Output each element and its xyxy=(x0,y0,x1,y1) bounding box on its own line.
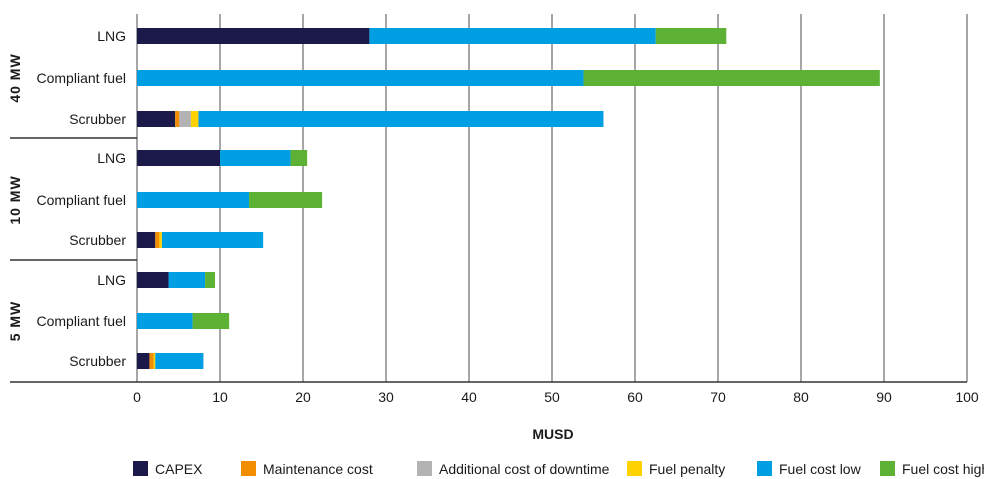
bar-segment xyxy=(137,111,176,127)
bar-segment xyxy=(369,28,656,44)
x-tick-label: 50 xyxy=(544,389,560,405)
x-tick-label: 60 xyxy=(627,389,643,405)
bar-segment xyxy=(192,313,230,329)
legend-swatch xyxy=(627,461,642,476)
bar-segment xyxy=(137,192,250,208)
bar-segment xyxy=(290,150,308,166)
category-labels: LNG Compliant fuel Scrubber LNG Compliant fu… xyxy=(37,28,127,369)
x-tick-label: 30 xyxy=(378,389,394,405)
group-label: 40 MW xyxy=(7,53,23,102)
group-label: 5 MW xyxy=(7,301,23,342)
legend-item: Additional cost of downtime xyxy=(417,461,610,477)
legend-swatch xyxy=(417,461,432,476)
group-dividers xyxy=(10,137,967,383)
x-tick-label: 20 xyxy=(295,389,311,405)
legend-label: Fuel cost low xyxy=(779,461,862,477)
legend-swatch xyxy=(133,461,148,476)
legend-swatch xyxy=(757,461,772,476)
bar-segment xyxy=(137,313,193,329)
x-tick-label: 10 xyxy=(212,389,228,405)
bar-segment xyxy=(153,353,156,369)
x-tick-label: 90 xyxy=(876,389,892,405)
bar-segment xyxy=(155,353,204,369)
legend-item: CAPEX xyxy=(133,461,203,477)
bar-segment xyxy=(249,192,323,208)
bar-segment xyxy=(149,353,154,369)
category-label: Scrubber xyxy=(69,353,126,369)
group-labels: 40 MW 10 MW 5 MW xyxy=(7,53,23,341)
x-tick-label: 80 xyxy=(793,389,809,405)
legend-item: Fuel cost high xyxy=(880,461,984,477)
bar-segment xyxy=(205,272,216,288)
bar-segment xyxy=(220,150,291,166)
category-label: Compliant fuel xyxy=(37,313,127,329)
bar-segment xyxy=(155,232,160,248)
legend-label: Maintenance cost xyxy=(263,461,373,477)
bar-segment xyxy=(583,70,880,86)
category-label: LNG xyxy=(97,150,126,166)
category-label: Compliant fuel xyxy=(37,70,127,86)
legend-label: CAPEX xyxy=(155,461,203,477)
bar-segment xyxy=(137,272,169,288)
x-tick-label: 70 xyxy=(710,389,726,405)
bar-segment xyxy=(137,353,150,369)
bar-segment xyxy=(198,111,604,127)
category-label: Scrubber xyxy=(69,232,126,248)
legend-label: Fuel penalty xyxy=(649,461,725,477)
category-label: Scrubber xyxy=(69,111,126,127)
bars xyxy=(137,28,880,369)
x-tick-label: 40 xyxy=(461,389,477,405)
bar-segment xyxy=(137,232,156,248)
category-label: Compliant fuel xyxy=(37,192,127,208)
x-tick-label: 0 xyxy=(133,389,141,405)
legend-label: Additional cost of downtime xyxy=(439,461,610,477)
x-axis-tick-labels: 0 10 20 30 40 50 60 70 80 90 100 xyxy=(133,389,979,405)
legend-item: Fuel cost low xyxy=(757,461,862,477)
group-label: 10 MW xyxy=(7,175,23,224)
legend-item: Fuel penalty xyxy=(627,461,725,477)
bar-segment xyxy=(175,111,180,127)
legend-item: Maintenance cost xyxy=(241,461,373,477)
category-label: LNG xyxy=(97,28,126,44)
legend: CAPEX Maintenance cost Additional cost of … xyxy=(133,461,984,477)
bar-segment xyxy=(137,28,370,44)
category-label: LNG xyxy=(97,272,126,288)
legend-label: Fuel cost high xyxy=(902,461,984,477)
bar-segment xyxy=(161,232,264,248)
x-tick-label: 100 xyxy=(955,389,979,405)
bar-segment xyxy=(655,28,727,44)
legend-swatch xyxy=(880,461,895,476)
bar-segment xyxy=(179,111,191,127)
bar-segment xyxy=(137,70,584,86)
x-axis-title: MUSD xyxy=(532,426,573,442)
bar-segment xyxy=(159,232,162,248)
bar-segment xyxy=(137,150,220,166)
bar-segment xyxy=(190,111,199,127)
bar-segment xyxy=(168,272,206,288)
legend-swatch xyxy=(241,461,256,476)
